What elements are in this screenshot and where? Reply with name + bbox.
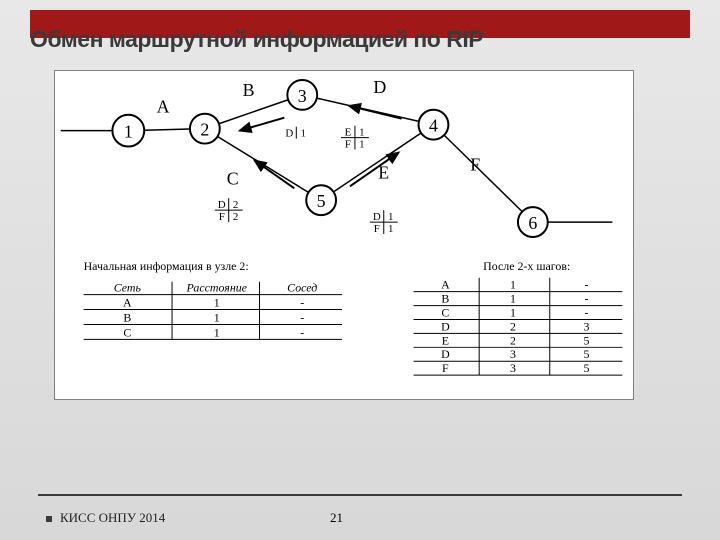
svg-text:1: 1 — [214, 296, 220, 310]
svg-text:F: F — [345, 139, 351, 151]
svg-text:D: D — [373, 211, 381, 223]
svg-text:B: B — [123, 310, 131, 324]
svg-text:3: 3 — [510, 347, 516, 361]
svg-text:3: 3 — [584, 319, 590, 333]
svg-text:D: D — [441, 319, 450, 333]
svg-text:1: 1 — [214, 325, 220, 339]
svg-text:2: 2 — [233, 211, 238, 223]
svg-text:2: 2 — [510, 333, 516, 347]
svg-text:1: 1 — [510, 292, 516, 306]
svg-text:C: C — [227, 168, 239, 188]
svg-text:-: - — [585, 292, 589, 306]
svg-text:-: - — [300, 310, 304, 324]
page-number: 21 — [330, 510, 343, 526]
svg-text:5: 5 — [317, 191, 326, 211]
svg-text:F: F — [219, 211, 225, 223]
svg-text:1: 1 — [124, 122, 133, 142]
svg-text:A: A — [123, 296, 132, 310]
svg-text:2: 2 — [200, 120, 209, 140]
svg-text:1: 1 — [510, 278, 516, 292]
svg-text:E: E — [442, 333, 449, 347]
svg-text:1: 1 — [510, 306, 516, 320]
footer-text: КИСС ОНПУ 2014 — [46, 510, 674, 526]
svg-text:-: - — [300, 296, 304, 310]
svg-text:После 2-х шагов:: После 2-х шагов: — [483, 259, 570, 273]
svg-text:6: 6 — [528, 213, 537, 233]
diagram-svg: ABDCEF123456D1E1F1D2F2D1F1Начальная инфо… — [55, 71, 633, 399]
svg-text:F: F — [374, 223, 380, 235]
svg-text:B: B — [243, 80, 255, 100]
footer-label: КИСС ОНПУ 2014 — [60, 510, 165, 525]
svg-text:2: 2 — [233, 199, 238, 211]
svg-text:F: F — [470, 154, 480, 174]
svg-text:1: 1 — [359, 127, 364, 139]
svg-text:Сеть: Сеть — [114, 281, 142, 295]
svg-text:5: 5 — [584, 361, 590, 375]
svg-text:A: A — [441, 278, 450, 292]
svg-text:1: 1 — [359, 139, 364, 151]
svg-text:1: 1 — [301, 128, 306, 140]
svg-text:D: D — [441, 347, 450, 361]
svg-text:-: - — [585, 278, 589, 292]
svg-text:3: 3 — [510, 361, 516, 375]
svg-text:-: - — [300, 325, 304, 339]
svg-text:2: 2 — [510, 319, 516, 333]
svg-text:D: D — [285, 128, 293, 140]
svg-text:C: C — [441, 306, 449, 320]
svg-text:5: 5 — [584, 347, 590, 361]
svg-text:1: 1 — [388, 211, 393, 223]
svg-text:5: 5 — [584, 333, 590, 347]
diagram-container: ABDCEF123456D1E1F1D2F2D1F1Начальная инфо… — [54, 70, 634, 400]
svg-text:E: E — [345, 127, 352, 139]
svg-text:C: C — [123, 325, 131, 339]
page-title: Обмен маршрутной информацией по RIP — [30, 26, 690, 53]
bullet-icon — [46, 516, 52, 522]
svg-text:D: D — [373, 77, 386, 97]
svg-text:F: F — [442, 361, 449, 375]
svg-text:D: D — [218, 199, 226, 211]
svg-text:B: B — [441, 292, 449, 306]
svg-text:1: 1 — [388, 223, 393, 235]
svg-text:3: 3 — [298, 86, 307, 106]
svg-text:Начальная информация в узле 2:: Начальная информация в узле 2: — [84, 259, 249, 273]
footer-rule — [38, 494, 682, 496]
svg-text:1: 1 — [214, 310, 220, 324]
svg-text:A: A — [157, 97, 170, 117]
svg-text:Сосед: Сосед — [287, 281, 317, 295]
svg-text:Расстояние: Расстояние — [186, 281, 248, 295]
svg-text:4: 4 — [429, 116, 438, 136]
svg-text:-: - — [585, 306, 589, 320]
